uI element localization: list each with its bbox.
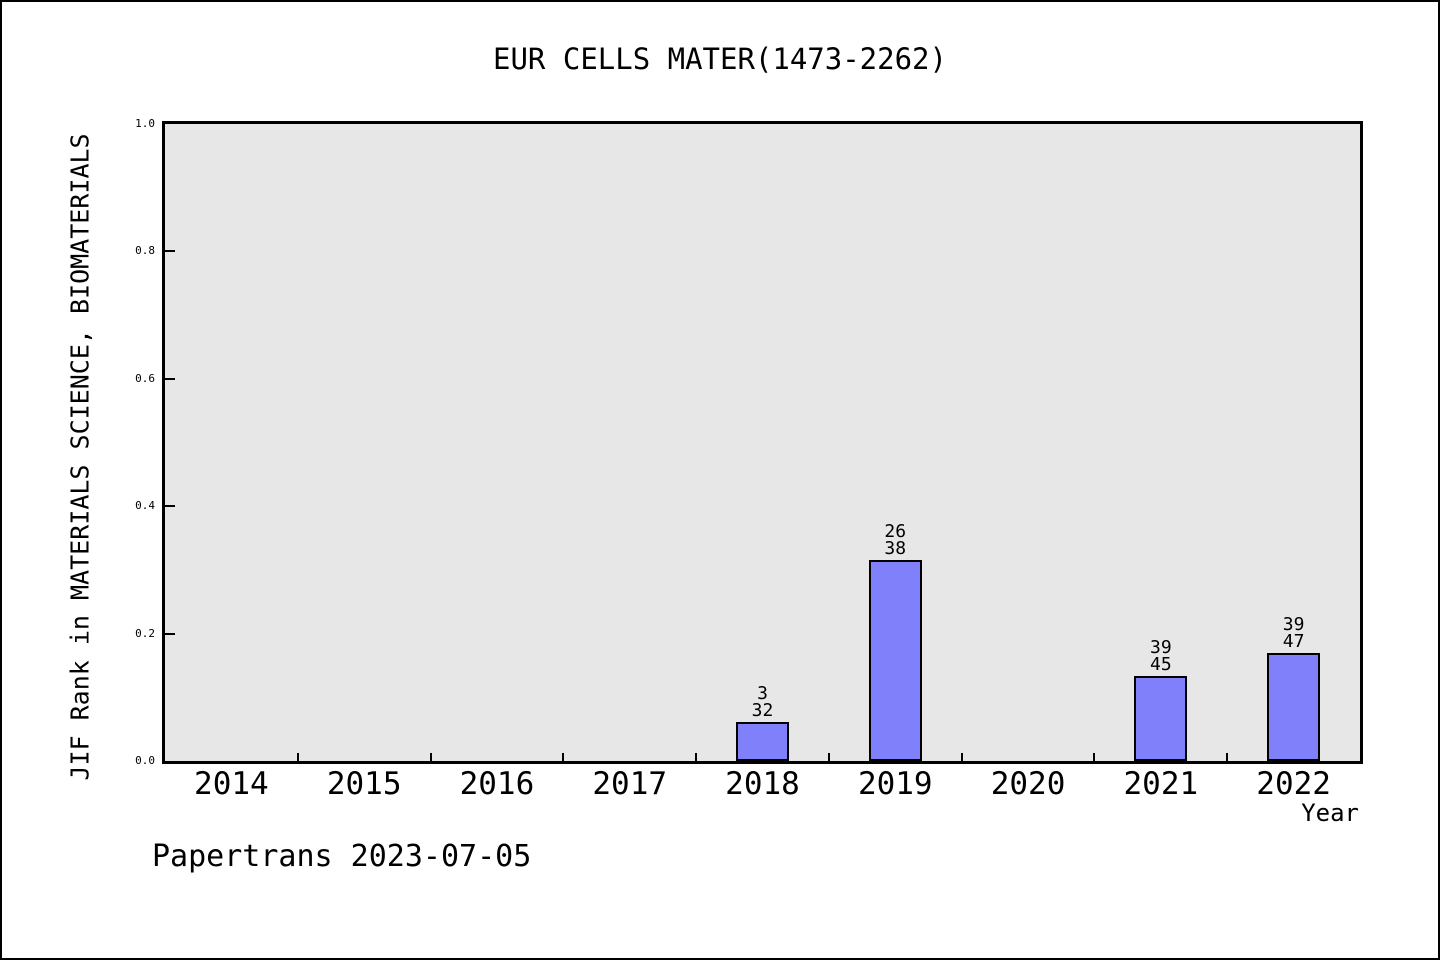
x-tick — [562, 753, 565, 761]
x-axis-label: Year — [1301, 799, 1359, 827]
footer-text: Papertrans 2023-07-05 — [152, 839, 532, 874]
bar-label-2022: 39 47 — [1282, 614, 1305, 652]
x-tick — [827, 753, 830, 761]
bar-label-rank: 39 — [1282, 614, 1305, 635]
x-tick — [296, 753, 299, 761]
bar-label-2018: 3 32 — [751, 683, 774, 721]
y-tick — [165, 377, 175, 380]
bar-2019 — [868, 560, 922, 761]
bar-label-2021: 39 45 — [1149, 637, 1172, 675]
x-tick-label: 2018 — [725, 766, 800, 802]
plot-area: 3 32 26 38 39 45 39 47 — [162, 121, 1363, 764]
bar-label-total: 47 — [1282, 631, 1305, 652]
y-tick-label: 0.6 — [135, 371, 155, 385]
y-tick-label: 0.2 — [135, 626, 155, 640]
y-tick-label: 0.0 — [135, 754, 155, 767]
x-tick-label: 2014 — [194, 766, 269, 802]
bar-label-rank: 26 — [884, 521, 907, 542]
x-tick — [1093, 753, 1096, 761]
bar-label-2019: 26 38 — [884, 521, 907, 559]
bar-label-total: 38 — [884, 538, 907, 559]
y-tick — [165, 632, 175, 635]
y-tick — [165, 250, 175, 253]
chart-title: EUR CELLS MATER(1473-2262) — [493, 42, 947, 76]
x-tick-label: 2020 — [990, 766, 1066, 802]
x-tick-label: 2022 — [1256, 766, 1331, 802]
y-axis-label: JIF Rank in MATERIALS SCIENCE, BIOMATERI… — [65, 133, 95, 781]
x-tick — [429, 753, 432, 761]
x-tick — [1226, 753, 1229, 761]
x-tick-label: 2017 — [592, 766, 668, 802]
x-tick-label: 2021 — [1123, 766, 1199, 802]
y-tick-label: 0.8 — [135, 244, 155, 258]
x-tick-label: 2016 — [459, 766, 535, 802]
bar-label-rank: 3 — [757, 683, 768, 704]
x-tick-label: 2015 — [326, 766, 402, 802]
x-tick — [960, 753, 963, 761]
x-tick-label: 2019 — [857, 766, 933, 802]
y-tick-label: 1.0 — [135, 117, 155, 130]
bar-label-rank: 39 — [1149, 637, 1172, 658]
bar-2021 — [1134, 676, 1188, 761]
bar-2018 — [736, 722, 789, 761]
x-tick — [695, 753, 698, 761]
bar-label-total: 45 — [1149, 654, 1172, 675]
bar-2022 — [1267, 653, 1321, 761]
y-tick-label: 0.4 — [135, 499, 155, 513]
y-tick — [165, 505, 175, 508]
bar-label-total: 32 — [751, 700, 774, 721]
